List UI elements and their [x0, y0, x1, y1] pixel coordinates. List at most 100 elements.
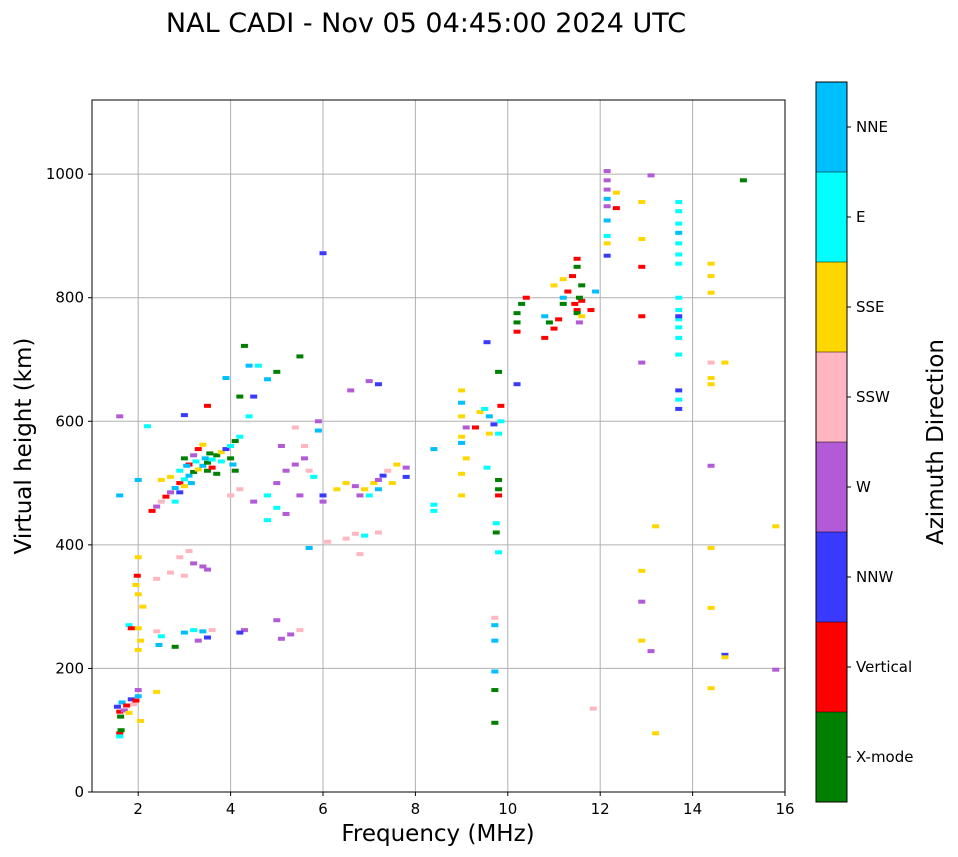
echo-point — [675, 295, 683, 300]
echo-point — [204, 635, 211, 640]
echo-point — [301, 444, 309, 448]
echo-point — [245, 363, 253, 368]
x-tick-label: 16 — [775, 800, 794, 818]
echo-point — [157, 499, 165, 504]
echo-point — [571, 301, 579, 306]
echo-point — [495, 487, 503, 492]
echo-point — [497, 419, 505, 424]
echo-point — [190, 453, 198, 458]
echo-point — [675, 352, 683, 357]
echo-point — [430, 447, 438, 452]
colorbar-tick-label: NNE — [856, 118, 888, 136]
echo-point — [430, 502, 438, 507]
echo-point — [578, 283, 586, 288]
echo-point — [402, 465, 410, 470]
echo-point — [495, 477, 503, 482]
echo-point — [287, 632, 295, 637]
colorbar-tick-label: NNW — [856, 568, 893, 586]
echo-point — [402, 474, 410, 479]
echo-point — [638, 199, 646, 204]
echo-point — [134, 477, 142, 482]
y-tick-label: 200 — [55, 659, 84, 677]
echo-point — [612, 190, 620, 195]
echo-point — [462, 425, 470, 430]
echo-point — [180, 630, 188, 635]
echo-point — [120, 708, 128, 713]
echo-point — [227, 444, 235, 448]
echo-point — [116, 414, 124, 419]
y-axis-label: Virtual height (km) — [11, 338, 37, 555]
echo-point — [116, 493, 124, 498]
echo-point — [603, 196, 611, 201]
echo-point — [134, 626, 142, 631]
echo-point — [240, 628, 248, 633]
echo-point — [148, 508, 156, 513]
echo-point — [578, 314, 586, 319]
x-tick-label: 8 — [411, 800, 421, 818]
echo-point — [575, 295, 583, 300]
echo-point — [675, 406, 683, 411]
echo-point — [483, 465, 491, 470]
colorbar-tick-label: SSE — [856, 298, 885, 316]
colorbar-tick-label: E — [856, 208, 865, 226]
echo-point — [134, 592, 142, 597]
echo-point — [125, 623, 133, 628]
echo-point — [162, 494, 170, 499]
echo-point — [603, 187, 611, 192]
echo-point — [180, 573, 188, 578]
echo-point — [675, 230, 683, 235]
echo-point — [721, 652, 729, 657]
echo-point — [190, 628, 198, 633]
echo-point — [222, 376, 230, 381]
echo-point — [143, 424, 151, 429]
echo-point — [638, 638, 646, 643]
echo-point — [117, 714, 125, 719]
echo-point — [458, 440, 466, 445]
echo-point — [772, 524, 780, 529]
echo-point — [603, 233, 611, 238]
x-tick-label: 14 — [683, 800, 702, 818]
echo-point — [491, 688, 499, 693]
echo-point — [541, 314, 549, 319]
echo-point — [264, 518, 272, 523]
echo-point — [227, 456, 235, 461]
echo-point — [707, 382, 715, 387]
echo-point — [485, 431, 493, 436]
echo-point — [374, 477, 382, 482]
echo-point — [603, 169, 611, 174]
echo-point — [573, 311, 581, 316]
echo-point — [707, 686, 715, 691]
echo-point — [575, 320, 583, 325]
echo-point — [492, 530, 500, 535]
echo-point — [370, 481, 378, 486]
x-tick-label: 4 — [226, 800, 236, 818]
colorbar-segment — [816, 532, 847, 622]
echo-point — [213, 471, 221, 476]
echo-point — [134, 647, 142, 652]
echo-point — [707, 274, 715, 279]
echo-point — [190, 561, 198, 566]
echo-point — [365, 379, 373, 384]
colorbar-frame — [815, 81, 848, 803]
echo-point — [638, 314, 646, 319]
echo-point — [180, 477, 188, 482]
echo-point — [187, 481, 195, 486]
echo-point — [652, 524, 660, 529]
echo-point — [236, 487, 244, 492]
echo-point — [675, 252, 683, 257]
echo-point — [185, 473, 193, 478]
echo-point — [707, 290, 715, 295]
echo-point — [153, 689, 161, 694]
echo-point — [310, 474, 318, 479]
echo-point — [157, 477, 165, 482]
colorbar-segment — [816, 172, 847, 262]
echo-point — [153, 504, 161, 509]
echo-point — [772, 667, 780, 672]
echo-point — [171, 644, 179, 649]
echo-point — [183, 463, 191, 468]
echo-point — [458, 493, 466, 498]
y-axis-ticks: 0 200 400 600 800 1000 — [46, 165, 92, 801]
colorbar-tick-label: W — [856, 478, 871, 496]
echo-point — [458, 400, 466, 405]
echo-point — [675, 325, 683, 330]
